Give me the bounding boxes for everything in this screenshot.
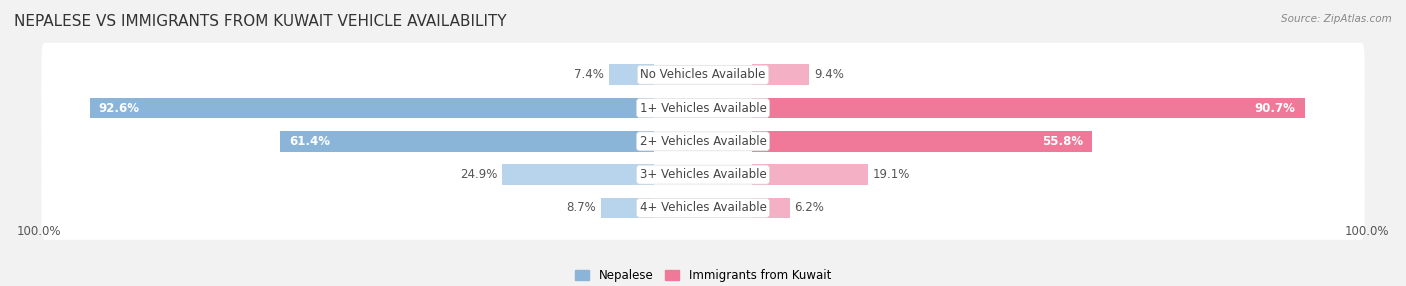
Bar (280, 131, 654, 152)
FancyBboxPatch shape (42, 143, 1364, 206)
Text: 100.0%: 100.0% (17, 225, 62, 238)
Text: No Vehicles Available: No Vehicles Available (640, 68, 766, 81)
Bar (752, 164, 869, 185)
Text: 90.7%: 90.7% (1254, 102, 1295, 115)
Bar (752, 198, 790, 218)
Text: 6.2%: 6.2% (794, 201, 824, 214)
Bar (609, 64, 654, 85)
Bar (90, 98, 654, 118)
Legend: Nepalese, Immigrants from Kuwait: Nepalese, Immigrants from Kuwait (571, 265, 835, 286)
Text: 1+ Vehicles Available: 1+ Vehicles Available (640, 102, 766, 115)
FancyBboxPatch shape (42, 109, 1364, 173)
Text: 8.7%: 8.7% (567, 201, 596, 214)
Bar (502, 164, 654, 185)
FancyBboxPatch shape (42, 43, 1364, 107)
FancyBboxPatch shape (42, 76, 1364, 140)
Bar (752, 98, 1305, 118)
Text: NEPALESE VS IMMIGRANTS FROM KUWAIT VEHICLE AVAILABILITY: NEPALESE VS IMMIGRANTS FROM KUWAIT VEHIC… (14, 14, 506, 29)
Text: 9.4%: 9.4% (814, 68, 844, 81)
Text: 24.9%: 24.9% (460, 168, 498, 181)
FancyBboxPatch shape (42, 176, 1364, 240)
Text: 61.4%: 61.4% (290, 135, 330, 148)
Text: 4+ Vehicles Available: 4+ Vehicles Available (640, 201, 766, 214)
Text: 55.8%: 55.8% (1042, 135, 1083, 148)
Bar (752, 131, 1092, 152)
Text: 19.1%: 19.1% (873, 168, 911, 181)
Text: 7.4%: 7.4% (575, 68, 605, 81)
Text: Source: ZipAtlas.com: Source: ZipAtlas.com (1281, 14, 1392, 24)
Text: 3+ Vehicles Available: 3+ Vehicles Available (640, 168, 766, 181)
Text: 100.0%: 100.0% (1344, 225, 1389, 238)
Bar (602, 198, 654, 218)
Text: 92.6%: 92.6% (98, 102, 139, 115)
Text: 2+ Vehicles Available: 2+ Vehicles Available (640, 135, 766, 148)
Bar (752, 64, 808, 85)
